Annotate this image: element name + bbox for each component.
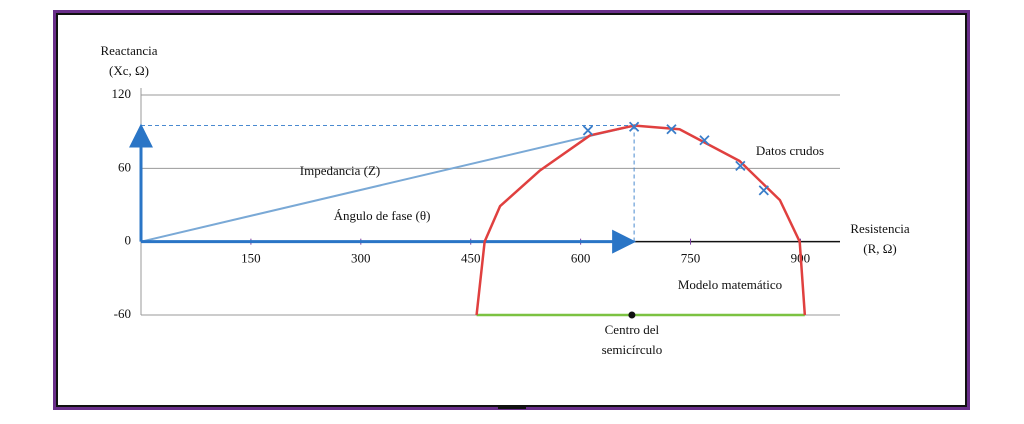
x-tick-label: 600 — [571, 251, 591, 266]
data-point — [666, 124, 677, 135]
y-tick-label: -60 — [114, 306, 131, 321]
y-tick-label: 0 — [125, 233, 132, 248]
series-label: Modelo matemático — [678, 277, 782, 292]
impedance-label: Impedancia (Z) — [300, 163, 380, 178]
x-tick-label: 750 — [681, 251, 701, 266]
x-tick-label: 150 — [241, 251, 261, 266]
frame-outer — [53, 10, 970, 410]
data-point — [699, 135, 710, 146]
x-axis-label: (R, Ω) — [863, 241, 897, 256]
series-label: Datos crudos — [756, 143, 824, 158]
frame — [56, 13, 967, 407]
x-tick-label: 450 — [461, 251, 481, 266]
x-axis-label: Resistencia — [850, 221, 909, 236]
data-point — [582, 125, 594, 136]
data-point — [735, 160, 746, 172]
data-point — [758, 185, 769, 196]
data-point — [628, 121, 640, 132]
y-axis-label: (Xc, Ω) — [109, 63, 149, 78]
x-tick-label: 300 — [351, 251, 371, 266]
center-label: Centro del — [605, 322, 660, 337]
y-axis-label: Reactancia — [100, 43, 157, 58]
impedance-vector — [140, 124, 635, 243]
center-point — [628, 311, 636, 319]
y-tick-label: 60 — [118, 159, 131, 174]
phase-angle-label: Ángulo de fase (θ) — [334, 208, 431, 223]
y-tick-label: 120 — [112, 86, 132, 101]
frame-tab — [498, 405, 526, 409]
center-label: semicírculo — [602, 342, 663, 357]
